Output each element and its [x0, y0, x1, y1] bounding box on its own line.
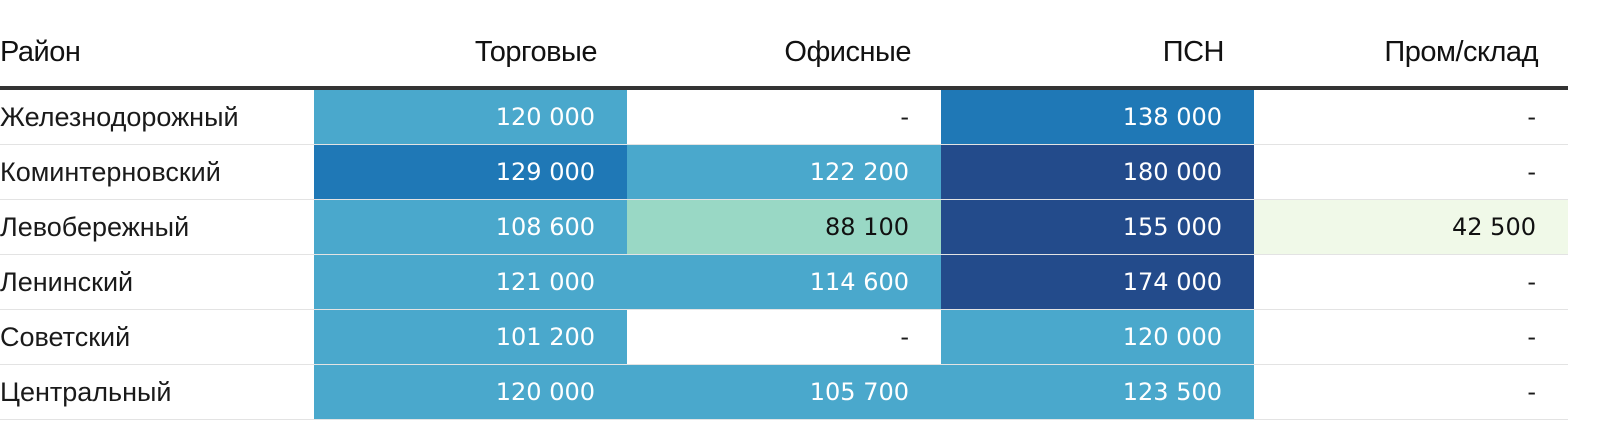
row-label: Ленинский: [0, 267, 134, 297]
column-header-psn: ПСН: [1162, 36, 1225, 68]
table-row: Ленинский 121 000 114 600 174 000-: [0, 255, 1568, 310]
column-header-industrial: Пром/склад: [1384, 36, 1538, 68]
column-header-retail: Торговые: [474, 36, 598, 68]
value-cell-psn: 180 000: [941, 145, 1254, 199]
value-cell-industrial: 42 500: [1254, 200, 1568, 254]
column-header-office: Офисные: [784, 36, 911, 68]
table-row: Коминтерновский 129 000 122 200 180 000-: [0, 145, 1568, 200]
table-header-row: Район Торговые Офисные ПСН Пром/склад: [0, 0, 1568, 90]
value-cell-retail: 108 600: [314, 200, 627, 254]
value-cell-psn: 155 000: [941, 200, 1254, 254]
value-cell-office: -: [627, 310, 941, 364]
value-cell-retail: 101 200: [314, 310, 627, 364]
value-cell-retail: 120 000: [314, 365, 627, 419]
value-cell-office: 114 600: [627, 255, 941, 309]
row-label: Железнодорожный: [0, 102, 239, 132]
value-cell-office: 88 100: [627, 200, 941, 254]
table-row: Центральный 120 000 105 700 123 500-: [0, 365, 1568, 420]
value-cell-industrial: -: [1254, 145, 1568, 199]
value-cell-industrial: -: [1254, 365, 1568, 419]
table-row: Железнодорожный 120 000-138 000-: [0, 90, 1568, 145]
value-cell-retail: 121 000: [314, 255, 627, 309]
value-cell-office: -: [627, 90, 941, 144]
table-row: Советский 101 200-120 000-: [0, 310, 1568, 365]
value-cell-industrial: -: [1254, 310, 1568, 364]
value-cell-industrial: -: [1254, 90, 1568, 144]
value-cell-office: 122 200: [627, 145, 941, 199]
value-cell-psn: 174 000: [941, 255, 1254, 309]
value-cell-retail: 129 000: [314, 145, 627, 199]
value-cell-retail: 120 000: [314, 90, 627, 144]
value-cell-psn: 138 000: [941, 90, 1254, 144]
column-header-district: Район: [0, 36, 81, 68]
value-cell-office: 105 700: [627, 365, 941, 419]
value-cell-psn: 120 000: [941, 310, 1254, 364]
row-label: Коминтерновский: [0, 157, 221, 187]
value-cell-industrial: -: [1254, 255, 1568, 309]
row-label: Центральный: [0, 377, 172, 407]
table-row: Левобережный 108 600 88 100 155 000 42 500: [0, 200, 1568, 255]
row-label: Советский: [0, 322, 131, 352]
value-cell-psn: 123 500: [941, 365, 1254, 419]
row-label: Левобережный: [0, 212, 190, 242]
